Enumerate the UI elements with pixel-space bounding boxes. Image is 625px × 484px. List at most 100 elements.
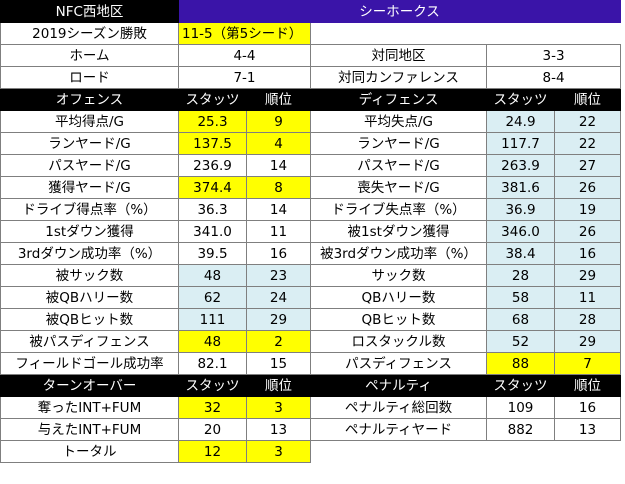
offense-stat-label: 被パスディフェンス bbox=[0, 330, 179, 353]
defense-stat-label: パスディフェンス bbox=[310, 352, 487, 375]
defense-stat-label: サック数 bbox=[310, 264, 487, 287]
title-row: NFC西地区 シーホークス bbox=[0, 0, 622, 23]
defense-stat-rank: 7 bbox=[553, 352, 622, 375]
defense-stat-label: パスヤード/G bbox=[310, 154, 487, 177]
penalty-header: ペナルティ bbox=[310, 374, 487, 397]
offense-stat-rank: 4 bbox=[246, 132, 311, 155]
record-row-home: ホーム 4-4 対同地区 3-3 bbox=[0, 44, 622, 67]
defense-stat-label: 平均失点/G bbox=[310, 110, 487, 133]
turnover-penalty-header-row: ターンオーバー スタッツ 順位 ペナルティ スタッツ 順位 bbox=[0, 374, 622, 397]
defense-stat-value: 68 bbox=[486, 308, 555, 331]
rank-column-header: 順位 bbox=[246, 88, 311, 111]
offense-stat-label: 平均得点/G bbox=[0, 110, 179, 133]
offense-stat-rank: 14 bbox=[246, 154, 311, 177]
stats-column-header: スタッツ bbox=[178, 374, 247, 397]
offense-stat-value: 36.3 bbox=[178, 198, 247, 221]
turnover-stat-rank: 13 bbox=[246, 418, 311, 441]
season-record-empty bbox=[311, 23, 621, 45]
defense-stat-rank: 28 bbox=[553, 308, 622, 331]
stats-row: 獲得ヤード/G 374.4 8 喪失ヤード/G 381.6 26 bbox=[0, 176, 622, 199]
division-header: NFC西地区 bbox=[0, 0, 179, 23]
offense-stat-value: 341.0 bbox=[178, 220, 247, 243]
offense-stat-rank: 8 bbox=[246, 176, 311, 199]
defense-stat-value: 52 bbox=[486, 330, 555, 353]
record-label: ホーム bbox=[0, 44, 179, 67]
offense-defense-header-row: オフェンス スタッツ 順位 ディフェンス スタッツ 順位 bbox=[0, 88, 622, 111]
defense-stat-value: 263.9 bbox=[486, 154, 555, 177]
turnover-stat-label: 奪ったINT+FUM bbox=[0, 396, 179, 419]
offense-stat-label: 獲得ヤード/G bbox=[0, 176, 179, 199]
turnover-stat-rank: 3 bbox=[246, 396, 311, 419]
offense-stat-rank: 24 bbox=[246, 286, 311, 309]
offense-stat-label: ドライブ得点率（%） bbox=[0, 198, 179, 221]
rank-column-header: 順位 bbox=[553, 88, 622, 111]
defense-stat-label: QBヒット数 bbox=[310, 308, 487, 331]
defense-stat-rank: 16 bbox=[553, 242, 622, 265]
turnover-stat-label: 与えたINT+FUM bbox=[0, 418, 179, 441]
offense-stat-value: 137.5 bbox=[178, 132, 247, 155]
season-record-label: 2019シーズン勝敗 bbox=[0, 22, 179, 45]
defense-stat-value: 24.9 bbox=[486, 110, 555, 133]
turnover-penalty-body: 奪ったINT+FUM 32 3 ペナルティ総回数 109 16 与えたINT+FUM 20 13… bbox=[0, 396, 622, 463]
defense-stat-value: 381.6 bbox=[486, 176, 555, 199]
offense-stat-value: 111 bbox=[178, 308, 247, 331]
stats-row: 被パスディフェンス 48 2 ロスタックル数 52 29 bbox=[0, 330, 622, 353]
defense-stat-value: 88 bbox=[486, 352, 555, 375]
offense-stat-label: 被QBハリー数 bbox=[0, 286, 179, 309]
turnover-penalty-row: 奪ったINT+FUM 32 3 ペナルティ総回数 109 16 bbox=[0, 396, 622, 419]
team-header: シーホークス bbox=[177, 0, 622, 23]
rank-column-header: 順位 bbox=[246, 374, 311, 397]
defense-stat-rank: 26 bbox=[553, 220, 622, 243]
defense-stat-rank: 11 bbox=[553, 286, 622, 309]
offense-stat-value: 82.1 bbox=[178, 352, 247, 375]
offense-stat-value: 48 bbox=[178, 264, 247, 287]
season-record-value: 11-5（第5シード） bbox=[178, 22, 311, 45]
stats-column-header: スタッツ bbox=[178, 88, 247, 111]
stats-row: ランヤード/G 137.5 4 ランヤード/G 117.7 22 bbox=[0, 132, 622, 155]
defense-stat-rank: 26 bbox=[553, 176, 622, 199]
offense-stat-rank: 16 bbox=[246, 242, 311, 265]
turnover-stat-label: トータル bbox=[0, 440, 179, 463]
offense-stat-label: 被QBヒット数 bbox=[0, 308, 179, 331]
stats-row: 被QBハリー数 62 24 QBハリー数 58 11 bbox=[0, 286, 622, 309]
defense-stat-rank: 19 bbox=[553, 198, 622, 221]
penalty-stat-value: 109 bbox=[486, 396, 555, 419]
defense-stat-label: 被3rdダウン成功率（%） bbox=[310, 242, 487, 265]
stats-column-header: スタッツ bbox=[486, 374, 555, 397]
turnover-penalty-row: 与えたINT+FUM 20 13 ペナルティヤード 882 13 bbox=[0, 418, 622, 441]
turnover-stat-rank: 3 bbox=[246, 440, 311, 463]
empty-cell bbox=[311, 441, 621, 463]
offense-stat-label: ランヤード/G bbox=[0, 132, 179, 155]
stats-row: パスヤード/G 236.9 14 パスヤード/G 263.9 27 bbox=[0, 154, 622, 177]
record-label: 対同カンファレンス bbox=[310, 66, 487, 89]
record-value: 3-3 bbox=[485, 44, 622, 67]
stats-row: 平均得点/G 25.3 9 平均失点/G 24.9 22 bbox=[0, 110, 622, 133]
defense-stat-label: QBハリー数 bbox=[310, 286, 487, 309]
defense-stat-rank: 22 bbox=[553, 110, 622, 133]
record-value: 8-4 bbox=[485, 66, 622, 89]
defense-stat-label: 被1stダウン獲得 bbox=[310, 220, 487, 243]
stats-row: 3rdダウン成功率（%） 39.5 16 被3rdダウン成功率（%） 38.4 16 bbox=[0, 242, 622, 265]
defense-stat-label: ランヤード/G bbox=[310, 132, 487, 155]
stats-row: ドライブ得点率（%） 36.3 14 ドライブ失点率（%） 36.9 19 bbox=[0, 198, 622, 221]
stats-row: 1stダウン獲得 341.0 11 被1stダウン獲得 346.0 26 bbox=[0, 220, 622, 243]
defense-stat-value: 346.0 bbox=[486, 220, 555, 243]
stats-column-header: スタッツ bbox=[486, 88, 555, 111]
offense-stat-value: 62 bbox=[178, 286, 247, 309]
offense-stat-value: 374.4 bbox=[178, 176, 247, 199]
turnover-stat-value: 20 bbox=[178, 418, 247, 441]
defense-stat-rank: 29 bbox=[553, 330, 622, 353]
offense-stat-label: 被サック数 bbox=[0, 264, 179, 287]
offense-stat-rank: 23 bbox=[246, 264, 311, 287]
offense-stat-rank: 9 bbox=[246, 110, 311, 133]
offense-stat-value: 39.5 bbox=[178, 242, 247, 265]
stats-row: フィールドゴール成功率 82.1 15 パスディフェンス 88 7 bbox=[0, 352, 622, 375]
defense-stat-value: 38.4 bbox=[486, 242, 555, 265]
penalty-stat-value: 882 bbox=[486, 418, 555, 441]
offense-defense-body: 平均得点/G 25.3 9 平均失点/G 24.9 22 ランヤード/G 137.5 4 ランヤー… bbox=[0, 110, 622, 375]
stats-row: 被サック数 48 23 サック数 28 29 bbox=[0, 264, 622, 287]
record-value: 4-4 bbox=[178, 44, 311, 67]
offense-stat-label: 1stダウン獲得 bbox=[0, 220, 179, 243]
stats-table: NFC西地区 シーホークス 2019シーズン勝敗 11-5（第5シード） ホーム… bbox=[0, 0, 622, 463]
